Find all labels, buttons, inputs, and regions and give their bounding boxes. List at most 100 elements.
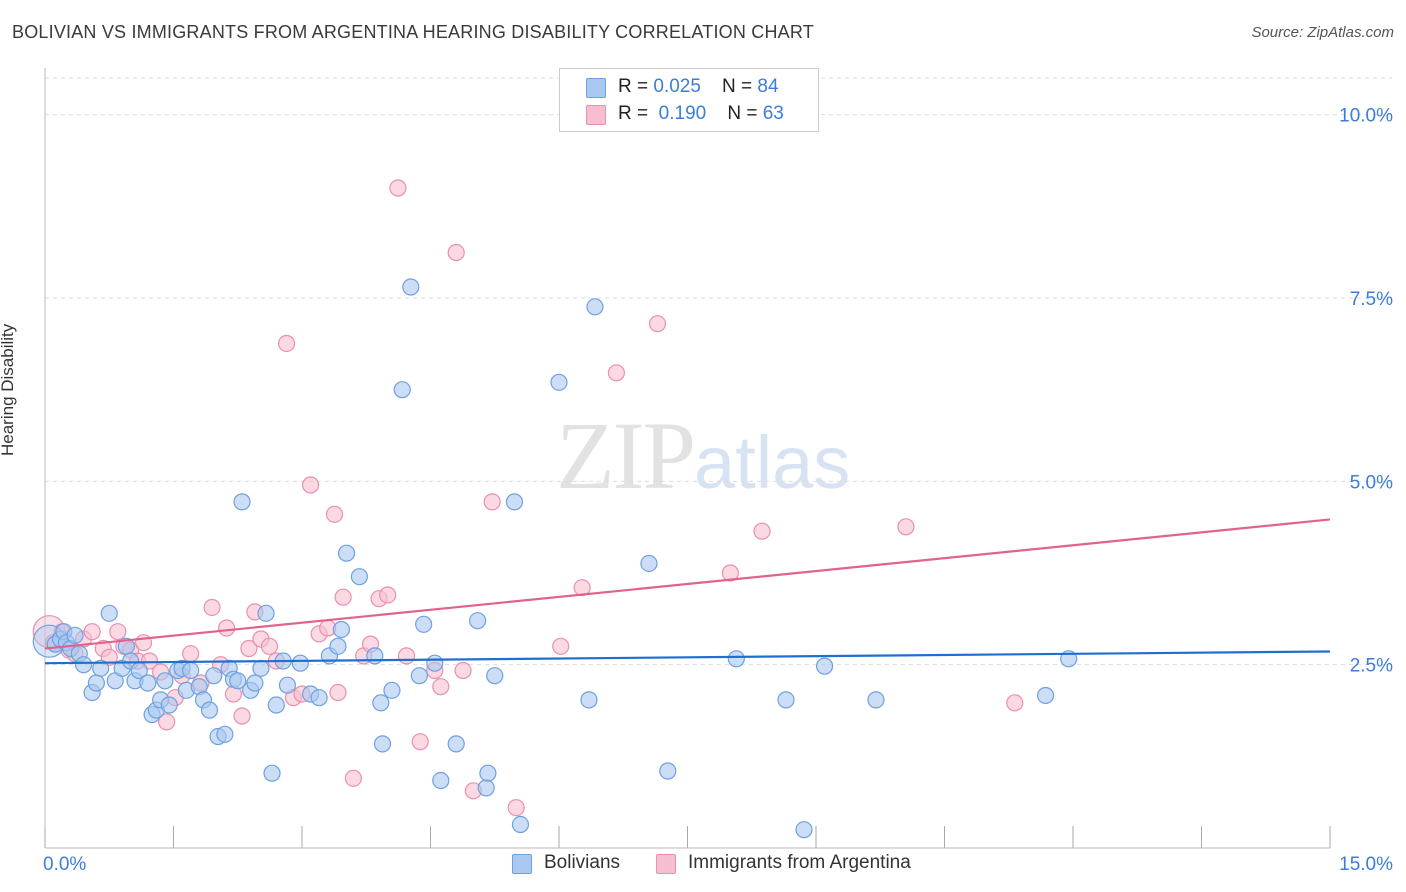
bolivian-point xyxy=(329,637,347,655)
argentina-point xyxy=(607,364,625,382)
bolivian-point xyxy=(640,554,658,573)
bolivian-point xyxy=(160,696,178,714)
legend-r-label: R = xyxy=(618,103,654,124)
bolivian-point xyxy=(402,278,420,296)
legend-swatch-blue xyxy=(586,78,606,98)
legend-swatch-pink xyxy=(586,105,606,125)
bolivian-point xyxy=(659,762,677,780)
bolivian-point xyxy=(257,604,275,622)
bolivian-point xyxy=(469,612,487,630)
bolivian-point xyxy=(216,725,234,743)
bolivian-point xyxy=(777,691,795,709)
argentina-trend-line xyxy=(44,518,1331,650)
bolivian-point xyxy=(1036,686,1055,705)
argentina-point xyxy=(260,637,279,655)
argentina-point xyxy=(182,645,200,663)
argentina-point xyxy=(389,179,407,197)
bolivian-point xyxy=(447,735,465,753)
bottom-legend-label: Bolivians xyxy=(544,852,621,873)
argentina-point xyxy=(344,769,362,787)
argentina-point xyxy=(721,564,739,582)
bolivian-point xyxy=(100,604,118,622)
bolivian-point xyxy=(74,656,93,674)
bolivian-point xyxy=(795,821,813,839)
argentina-point xyxy=(277,334,296,353)
bottom-legend-swatch-blue xyxy=(512,854,532,874)
argentina-point xyxy=(301,476,320,494)
bolivian-point xyxy=(263,764,281,782)
source-credit: Source: ZipAtlas.com xyxy=(1251,24,1394,41)
bolivian-point xyxy=(372,694,390,712)
bottom-legend-swatch-pink xyxy=(656,854,676,874)
argentina-point xyxy=(203,598,221,617)
legend-r-value: 0.190 xyxy=(658,103,707,124)
bolivian-point xyxy=(432,771,450,790)
argentina-point xyxy=(753,522,771,540)
argentina-point xyxy=(240,639,258,658)
bolivian-point xyxy=(267,696,285,714)
watermark: ZIPatlas xyxy=(556,400,850,511)
bolivian-point xyxy=(278,676,297,694)
bolivian-point xyxy=(393,381,411,399)
legend-n-value: 84 xyxy=(757,76,779,97)
bolivian-point xyxy=(505,493,524,511)
argentina-point xyxy=(648,315,667,333)
argentina-point xyxy=(897,518,915,536)
bolivian-point xyxy=(511,815,530,834)
argentina-point xyxy=(454,661,472,680)
argentina-point xyxy=(483,493,501,511)
y-tick-label: 7.5% xyxy=(1350,289,1393,310)
bolivian-point xyxy=(727,650,745,668)
legend-n-label: N = xyxy=(722,76,758,97)
bolivian-point xyxy=(415,615,433,633)
y-tick-label: 2.5% xyxy=(1350,656,1393,677)
argentina-point xyxy=(552,637,570,655)
bolivian-point xyxy=(477,779,495,797)
bolivian-point xyxy=(366,647,384,665)
bolivian-point xyxy=(332,620,351,639)
bolivian-point xyxy=(550,373,568,391)
argentina-point xyxy=(83,623,101,641)
legend-r-label: R = xyxy=(618,76,654,97)
bolivian-point xyxy=(373,735,392,753)
bolivian-point xyxy=(156,672,174,690)
bolivian-point xyxy=(233,493,251,511)
bolivian-point xyxy=(92,659,110,677)
bolivian-point xyxy=(246,674,264,692)
argentina-point xyxy=(507,799,525,817)
bolivian-point xyxy=(586,298,604,316)
bolivian-point xyxy=(310,689,328,707)
bolivian-point xyxy=(66,626,84,644)
bottom-legend-label: Immigrants from Argentina xyxy=(688,852,911,873)
argentina-point xyxy=(109,623,127,641)
argentina-point xyxy=(218,619,236,637)
bolivian-point xyxy=(139,674,157,692)
bolivian-point xyxy=(815,657,834,675)
argentina-point xyxy=(334,588,352,606)
bolivian-point xyxy=(252,659,270,677)
bolivian-point xyxy=(229,672,247,690)
bolivian-point xyxy=(479,764,497,782)
bolivian-point xyxy=(426,654,444,672)
bolivian-trend-line xyxy=(44,650,1331,665)
argentina-point xyxy=(1006,694,1024,712)
bolivian-point xyxy=(200,701,219,719)
legend-n-label: N = xyxy=(727,103,763,124)
argentina-point xyxy=(411,733,429,751)
bolivian-point xyxy=(337,544,356,562)
bolivian-point xyxy=(486,667,504,685)
watermark-zip: ZIP xyxy=(556,402,696,509)
bolivian-point xyxy=(867,691,885,709)
x-tick-label: 0.0% xyxy=(43,854,86,875)
bolivian-point xyxy=(205,667,223,685)
argentina-point xyxy=(397,647,416,665)
bolivian-point xyxy=(580,691,598,709)
y-tick-label: 10.0% xyxy=(1339,106,1393,127)
bolivian-point xyxy=(87,674,106,692)
argentina-point xyxy=(447,243,465,262)
argentina-point xyxy=(432,678,450,696)
legend-r-value: 0.025 xyxy=(653,76,701,97)
bolivian-point xyxy=(291,654,309,672)
legend: R = 0.025 N = 84 R = 0.190 N = 63 xyxy=(559,68,819,132)
